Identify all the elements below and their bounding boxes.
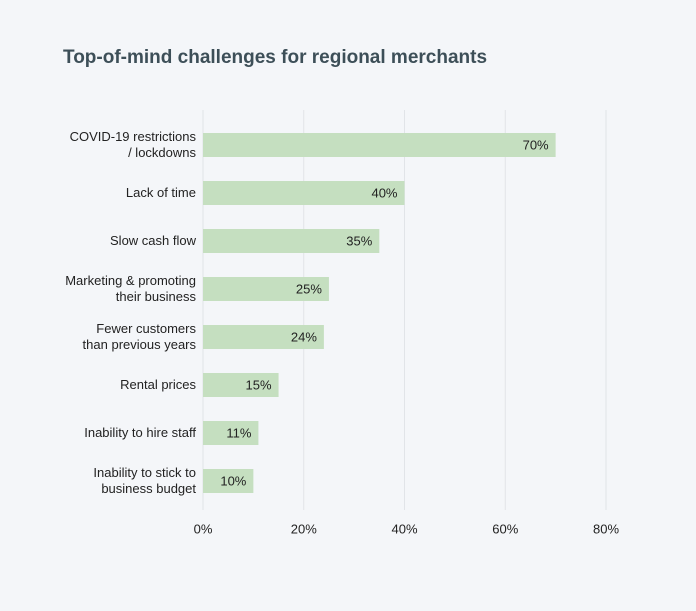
chart-title: Top-of-mind challenges for regional merc… (63, 47, 488, 68)
category-label: COVID-19 restrictions / lockdowns (69, 129, 196, 160)
x-tick-label: 20% (291, 521, 317, 536)
bar (203, 277, 329, 301)
value-label: 24% (291, 329, 317, 344)
x-tick-label: 40% (391, 521, 417, 536)
category-label: Slow cash flow (110, 233, 196, 248)
value-label: 40% (371, 185, 397, 200)
bar (203, 229, 380, 253)
category-label: Inability to hire staff (84, 425, 196, 440)
bar (203, 181, 405, 205)
value-label: 15% (246, 377, 272, 392)
x-tick-label: 0% (194, 521, 213, 536)
bar (203, 325, 324, 349)
value-label: 35% (346, 233, 372, 248)
category-label: Fewer customers than previous years (82, 321, 196, 352)
value-label: 25% (296, 281, 322, 296)
bar (203, 421, 259, 445)
bar (203, 133, 556, 157)
category-label: Lack of time (125, 185, 196, 200)
category-label: Rental prices (120, 377, 196, 392)
category-label: Marketing & promoting their business (65, 273, 196, 304)
x-tick-label: 80% (593, 521, 619, 536)
value-label: 11% (226, 425, 251, 440)
x-tick-label: 60% (492, 521, 518, 536)
value-label: 10% (220, 473, 246, 488)
category-label: Inability to stick to business budget (93, 465, 196, 496)
value-label: 70% (523, 137, 549, 152)
bar (203, 469, 254, 493)
bar (203, 373, 279, 397)
